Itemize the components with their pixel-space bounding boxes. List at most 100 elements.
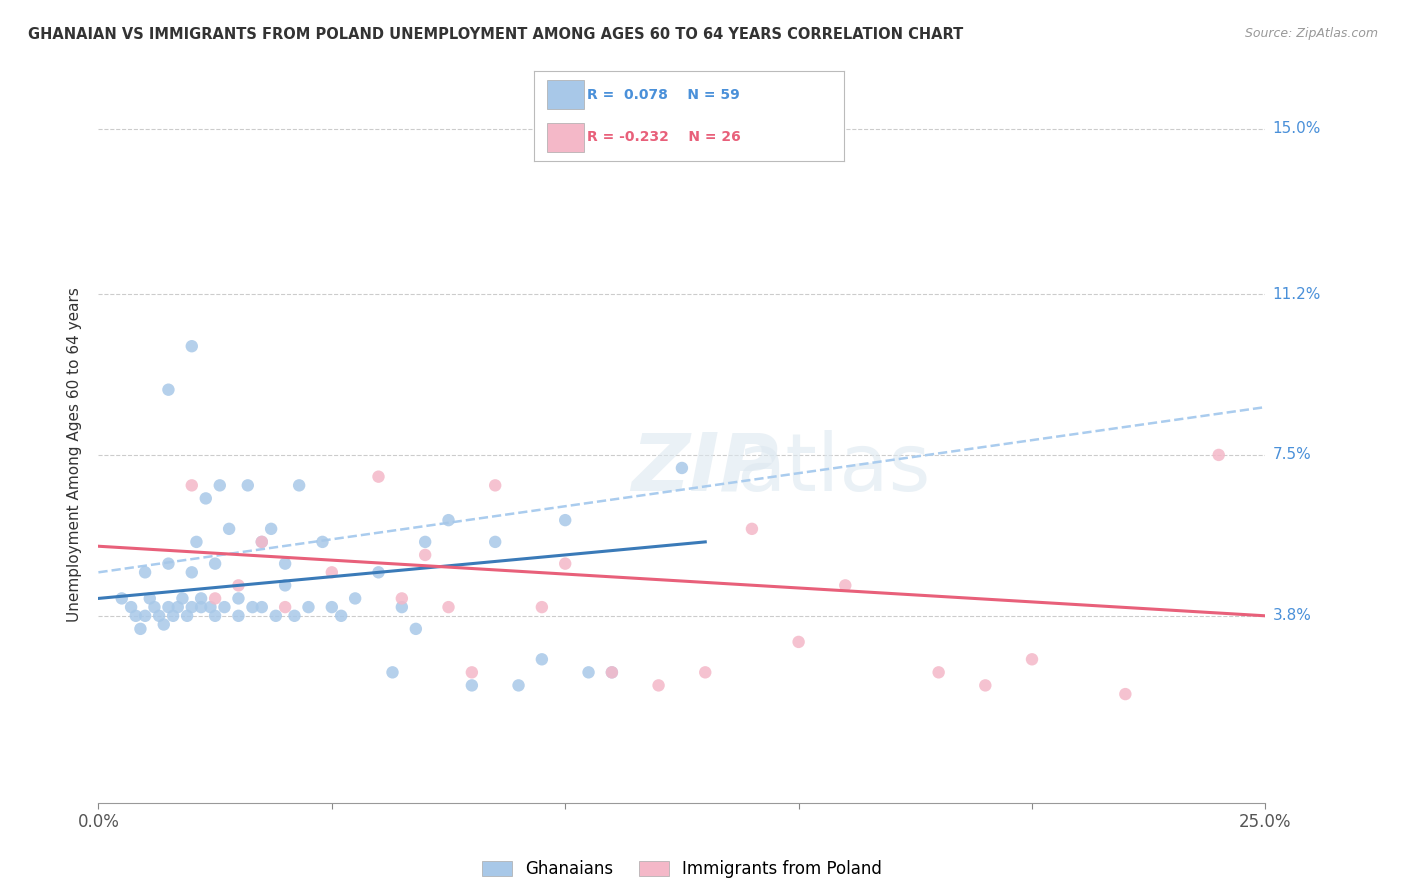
- Point: [260, 522, 283, 536]
- Point: [176, 608, 198, 623]
- Point: [204, 591, 226, 606]
- Point: [461, 678, 484, 692]
- Point: [413, 534, 436, 549]
- Point: [330, 608, 353, 623]
- Point: [283, 608, 305, 623]
- Text: Source: ZipAtlas.com: Source: ZipAtlas.com: [1244, 27, 1378, 40]
- Text: R = -0.232    N = 26: R = -0.232 N = 26: [588, 130, 741, 145]
- Point: [928, 665, 950, 680]
- Point: [274, 557, 297, 571]
- Point: [741, 522, 763, 536]
- Legend: Ghanaians, Immigrants from Poland: Ghanaians, Immigrants from Poland: [475, 854, 889, 885]
- Point: [204, 608, 226, 623]
- Point: [250, 534, 273, 549]
- Point: [129, 622, 152, 636]
- Point: [214, 600, 236, 615]
- Point: [391, 591, 413, 606]
- Bar: [547, 80, 583, 109]
- Point: [148, 608, 170, 623]
- Point: [134, 566, 156, 580]
- Point: [508, 678, 530, 692]
- Point: [321, 566, 343, 580]
- Point: [695, 665, 717, 680]
- Point: [1114, 687, 1136, 701]
- Point: [190, 600, 212, 615]
- Point: [437, 513, 460, 527]
- Point: [274, 578, 297, 592]
- Point: [264, 608, 287, 623]
- Point: [125, 608, 148, 623]
- Point: [413, 548, 436, 562]
- Point: [787, 635, 810, 649]
- Text: GHANAIAN VS IMMIGRANTS FROM POLAND UNEMPLOYMENT AMONG AGES 60 TO 64 YEARS CORREL: GHANAIAN VS IMMIGRANTS FROM POLAND UNEMP…: [28, 27, 963, 42]
- Point: [172, 591, 194, 606]
- Point: [321, 600, 343, 615]
- Point: [218, 522, 240, 536]
- Point: [1208, 448, 1230, 462]
- Y-axis label: Unemployment Among Ages 60 to 64 years: Unemployment Among Ages 60 to 64 years: [66, 287, 82, 623]
- Point: [578, 665, 600, 680]
- Point: [600, 665, 623, 680]
- Point: [367, 469, 389, 483]
- Point: [228, 608, 250, 623]
- Point: [344, 591, 367, 606]
- Point: [242, 600, 264, 615]
- Point: [600, 665, 623, 680]
- Point: [180, 566, 202, 580]
- Point: [157, 600, 180, 615]
- Point: [311, 534, 333, 549]
- Text: R =  0.078    N = 59: R = 0.078 N = 59: [588, 87, 740, 102]
- Point: [484, 534, 506, 549]
- Point: [554, 513, 576, 527]
- Text: 11.2%: 11.2%: [1272, 286, 1320, 301]
- Point: [162, 608, 184, 623]
- Point: [139, 591, 162, 606]
- Point: [274, 600, 297, 615]
- Point: [208, 478, 231, 492]
- Point: [166, 600, 188, 615]
- Point: [367, 566, 389, 580]
- Text: ZIP: ZIP: [631, 430, 779, 508]
- Point: [180, 478, 202, 492]
- Point: [200, 600, 222, 615]
- Point: [391, 600, 413, 615]
- Point: [530, 600, 553, 615]
- Text: 3.8%: 3.8%: [1272, 608, 1312, 624]
- Point: [461, 665, 484, 680]
- Point: [120, 600, 142, 615]
- Point: [134, 608, 156, 623]
- Point: [381, 665, 404, 680]
- Point: [194, 491, 217, 506]
- Point: [288, 478, 311, 492]
- Point: [554, 557, 576, 571]
- Text: 7.5%: 7.5%: [1272, 448, 1312, 462]
- Point: [236, 478, 259, 492]
- Point: [180, 600, 202, 615]
- Point: [437, 600, 460, 615]
- Point: [180, 339, 202, 353]
- Point: [647, 678, 669, 692]
- Point: [1021, 652, 1043, 666]
- Point: [186, 534, 208, 549]
- Point: [297, 600, 319, 615]
- Text: 15.0%: 15.0%: [1272, 121, 1320, 136]
- Point: [204, 557, 226, 571]
- Point: [250, 600, 273, 615]
- Point: [157, 383, 180, 397]
- Point: [228, 578, 250, 592]
- Point: [250, 534, 273, 549]
- Point: [484, 478, 506, 492]
- Point: [157, 557, 180, 571]
- Point: [228, 591, 250, 606]
- Bar: [547, 123, 583, 152]
- Point: [974, 678, 997, 692]
- Point: [530, 652, 553, 666]
- Point: [405, 622, 427, 636]
- Point: [190, 591, 212, 606]
- Text: atlas: atlas: [737, 430, 931, 508]
- Point: [143, 600, 166, 615]
- Point: [111, 591, 134, 606]
- Point: [671, 461, 693, 475]
- Point: [834, 578, 856, 592]
- Point: [152, 617, 174, 632]
